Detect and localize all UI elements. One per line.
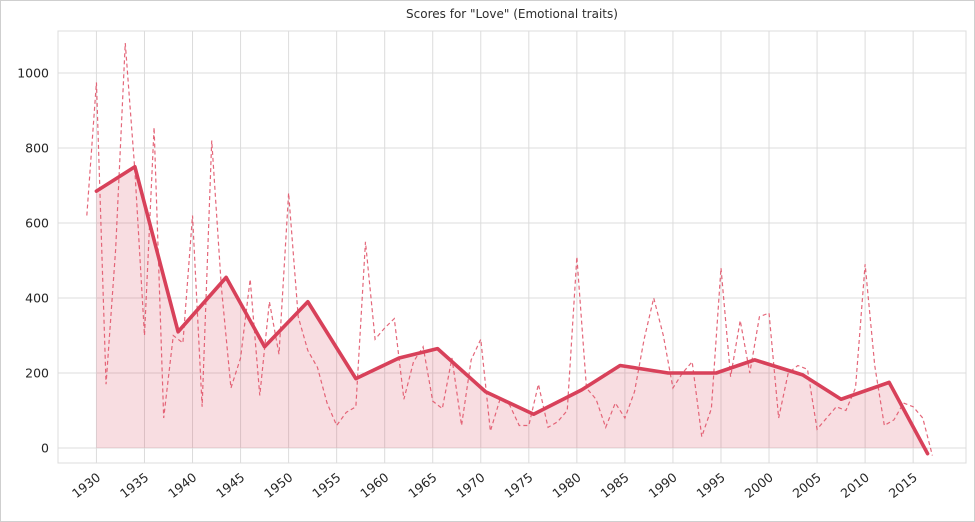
x-tick-label: 2005 [790, 470, 824, 501]
y-tick-label: 600 [25, 216, 49, 231]
x-tick-label: 2000 [742, 470, 776, 501]
y-tick-label: 800 [25, 141, 49, 156]
x-tick-label: 1980 [549, 470, 583, 501]
x-tick-label: 1970 [453, 470, 487, 501]
x-tick-label: 1965 [405, 470, 439, 501]
y-tick-label: 200 [25, 366, 49, 381]
y-tick-label: 1000 [17, 66, 49, 81]
series-area [96, 166, 928, 454]
x-tick-label: 1935 [117, 470, 151, 501]
x-tick-label: 2010 [838, 470, 872, 501]
chart-title: Scores for "Love" (Emotional traits) [406, 7, 618, 21]
x-tick-label: 1950 [261, 470, 295, 501]
y-tick-label: 400 [25, 291, 49, 306]
x-tick-label: 1940 [165, 470, 199, 501]
plot-border [57, 30, 967, 464]
x-tick-label: 1930 [69, 470, 103, 501]
x-tick-label: 1960 [357, 470, 391, 501]
x-tick-label: 1955 [309, 470, 343, 501]
x-tick-label: 1975 [501, 470, 535, 501]
x-tick-label: 1990 [645, 470, 679, 501]
x-tick-label: 1995 [694, 470, 728, 501]
y-tick-label: 0 [41, 441, 49, 456]
x-tick-label: 1985 [597, 470, 631, 501]
smoothed-series-line [94, 164, 930, 456]
x-tick-label: 1945 [213, 470, 247, 501]
x-tick-label: 2015 [886, 470, 920, 501]
